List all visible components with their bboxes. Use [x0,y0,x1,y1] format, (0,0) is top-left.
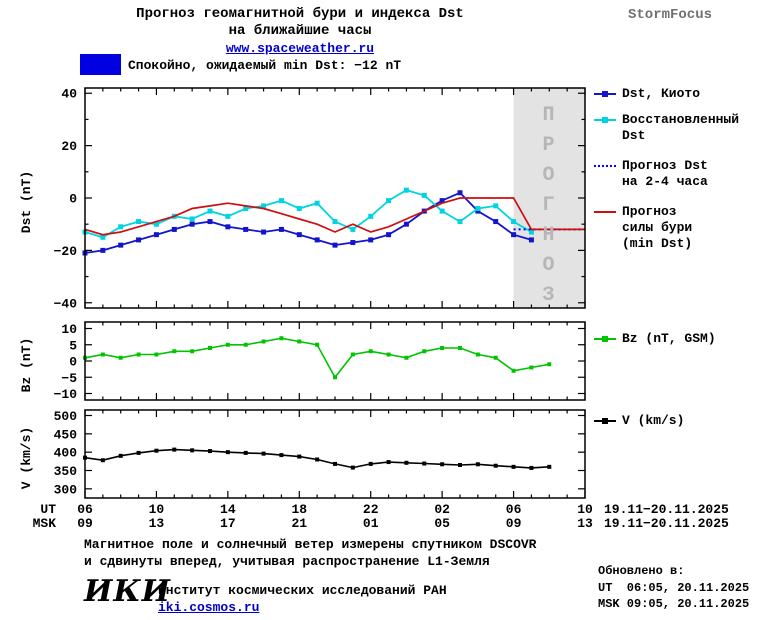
legend-restored-dst: Восстановленный Dst [594,112,739,144]
svg-text:21: 21 [291,516,307,531]
footer-note-line1: Магнитное поле и солнечный ветер измерен… [84,537,537,552]
svg-text:350: 350 [54,464,78,479]
legend-line: Восстановленный [622,112,740,127]
spaceweather-link-row: www.spaceweather.ru [0,41,600,56]
svg-text:13: 13 [577,516,593,531]
status-text: Спокойно, ожидаемый min Dst: −12 nT [128,58,402,73]
legend-forecast-dst: Прогноз Dst на 2-4 часа [594,158,708,190]
svg-text:19.11−20.11.2025: 19.11−20.11.2025 [604,516,729,531]
forecast-watermark: ПРОГНОЗ [537,104,560,314]
iki-site-link[interactable]: iki.cosmos.ru [158,600,260,615]
svg-text:V (km/s): V (km/s) [19,427,34,489]
footer-note-line2: и сдвинуты вперед, учитывая распростране… [84,554,490,569]
legend-dst-kyoto: Dst, Киото [594,86,700,102]
page-title: Прогноз геомагнитной бури и индекса Dst [136,6,464,22]
svg-text:−5: −5 [61,371,77,386]
v-marker-icon [594,418,616,424]
legend-line: Прогноз Dst [622,158,708,173]
svg-text:−40: −40 [54,296,78,311]
legend-line: (min Dst) [622,236,693,251]
status-swatch [80,54,121,75]
svg-text:−20: −20 [54,244,78,259]
svg-text:06: 06 [506,502,522,517]
forecast-dst-marker-icon [594,165,616,167]
legend-v-label: V (km/s) [622,413,685,428]
restored-dst-marker-icon [594,117,616,123]
dst-kyoto-marker-icon [594,91,616,97]
svg-text:20: 20 [61,139,77,154]
svg-text:22: 22 [363,502,379,517]
iki-logo: ИКИ [84,574,171,609]
svg-text:400: 400 [54,446,78,461]
legend-dst-kyoto-label: Dst, Киото [622,86,701,101]
svg-text:13: 13 [149,516,165,531]
svg-text:18: 18 [291,502,307,517]
svg-text:500: 500 [54,409,78,424]
updated-ut: UT 06:05, 20.11.2025 [598,581,750,595]
page-subtitle: на ближайшие часы [228,23,372,39]
svg-text:01: 01 [363,516,379,531]
institute-name: Институт космических исследований РАН [158,583,447,598]
svg-text:0: 0 [69,355,77,370]
svg-text:10: 10 [577,502,593,517]
svg-text:0: 0 [69,192,77,207]
svg-text:05: 05 [434,516,450,531]
svg-text:17: 17 [220,516,236,531]
svg-text:450: 450 [54,427,78,442]
svg-text:300: 300 [54,482,78,497]
legend-bz-label: Bz (nT, GSM) [622,331,716,346]
svg-text:40: 40 [61,87,77,102]
legend-forecast-dst-label: Прогноз Dst на 2-4 часа [622,158,708,190]
updated-msk: MSK 09:05, 20.11.2025 [598,597,750,611]
svg-text:14: 14 [220,502,236,517]
svg-text:UT: UT [40,502,56,517]
svg-text:−10: −10 [54,387,78,402]
svg-text:5: 5 [69,338,77,353]
spaceweather-link[interactable]: www.spaceweather.ru [225,41,375,56]
storm-forecast-marker-icon [594,211,616,213]
legend-storm-forecast: Прогноз силы бури (min Dst) [594,204,692,252]
legend-v: V (km/s) [594,413,684,429]
legend-line: Прогноз [622,204,677,219]
svg-text:10: 10 [61,322,77,337]
legend-line: силы бури [622,220,693,235]
legend-restored-dst-label: Восстановленный Dst [622,112,739,144]
svg-text:06: 06 [77,502,93,517]
legend-bz: Bz (nT, GSM) [594,331,716,347]
legend-line: Dst [622,128,646,143]
bz-marker-icon [594,336,616,342]
svg-text:19.11−20.11.2025: 19.11−20.11.2025 [604,502,729,517]
svg-text:Dst (nT): Dst (nT) [19,171,34,233]
svg-text:Bz (nT): Bz (nT) [19,338,34,393]
legend-line: на 2-4 часа [622,174,708,189]
brand-label: StormFocus [628,7,713,23]
svg-text:09: 09 [77,516,93,531]
svg-text:02: 02 [434,502,450,517]
svg-text:10: 10 [149,502,165,517]
iki-site-row: iki.cosmos.ru [158,600,259,615]
legend-storm-forecast-label: Прогноз силы бури (min Dst) [622,204,692,252]
updated-label: Обновлено в: [598,564,685,578]
svg-text:09: 09 [506,516,522,531]
svg-text:MSK: MSK [33,516,57,531]
